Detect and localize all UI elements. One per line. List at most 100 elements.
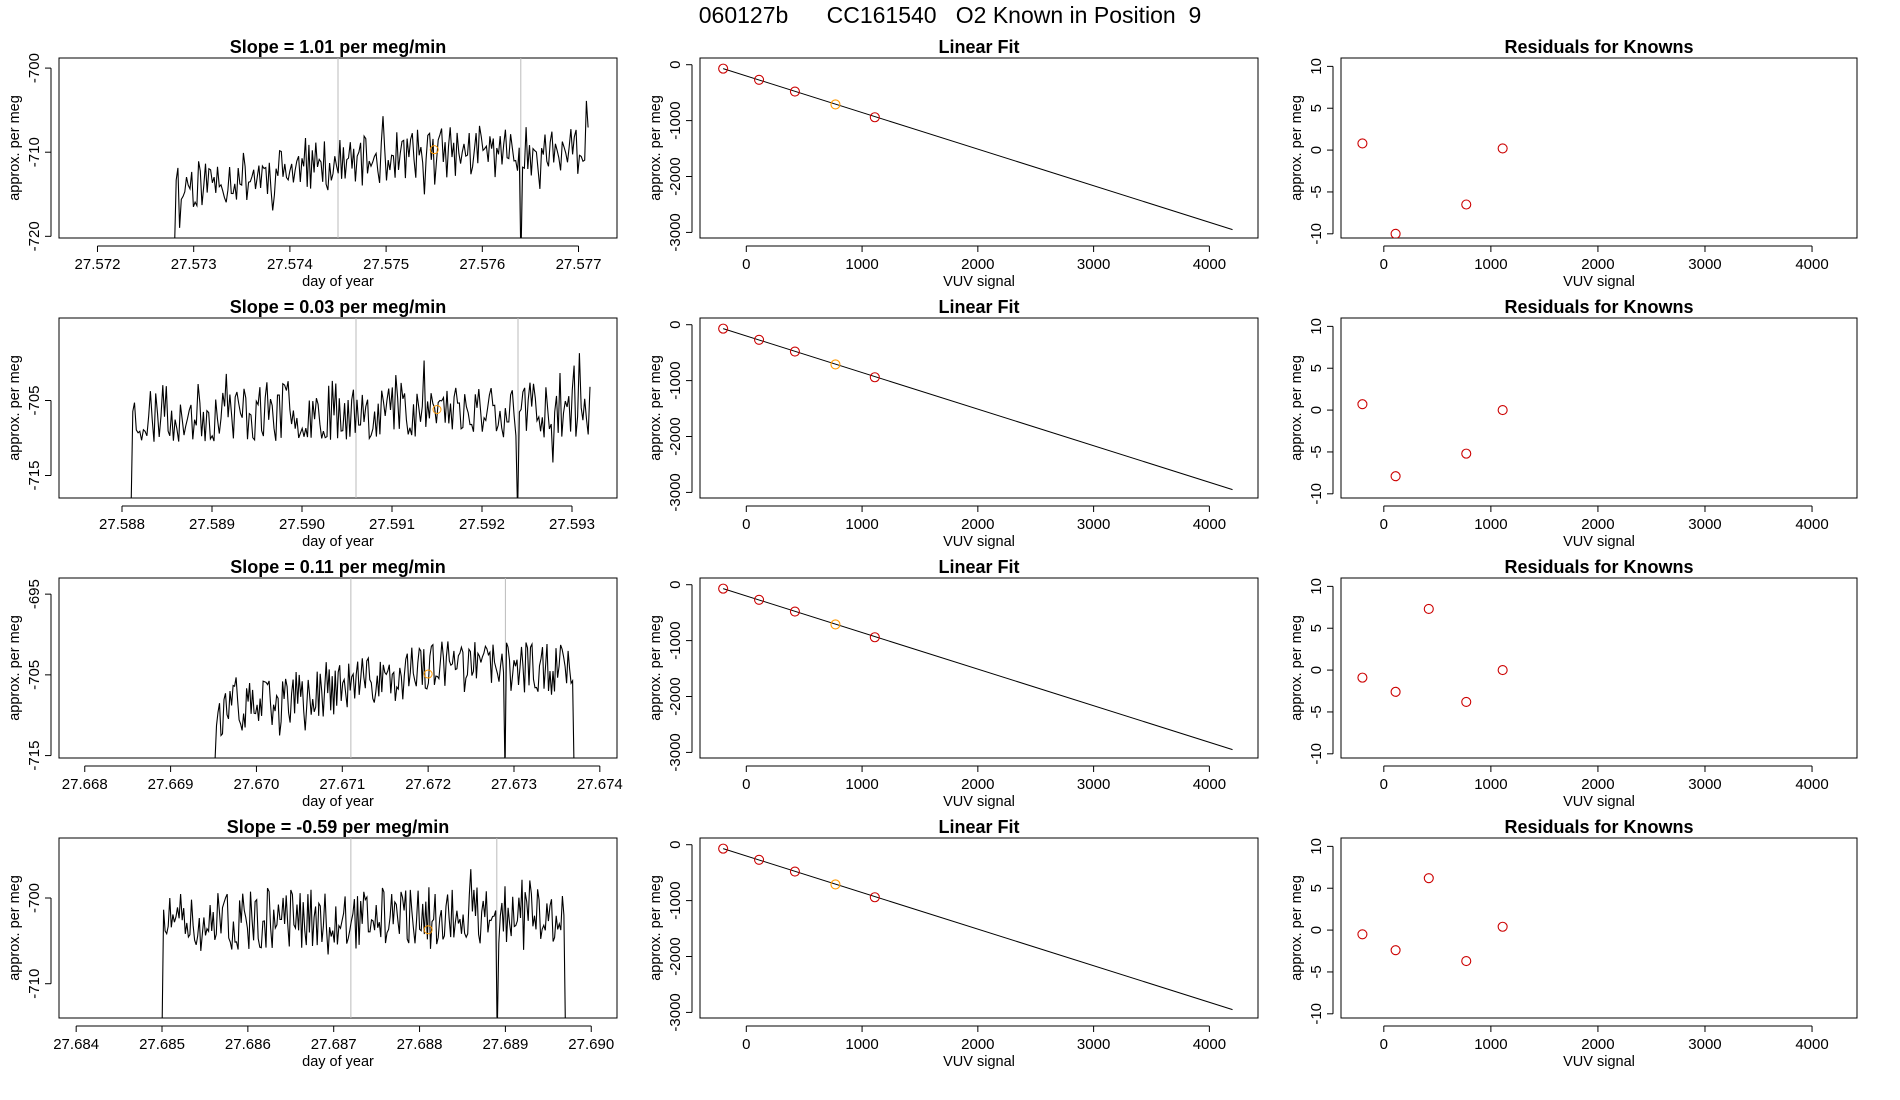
x-tick-label: 3000 [1077,1036,1110,1053]
x-tick-label: 27.687 [311,1036,357,1053]
y-tick-label: 0 [1308,926,1325,934]
x-tick-label: 0 [1380,776,1388,793]
plot-area [174,58,589,238]
x-tick-label: 2000 [961,1036,994,1053]
data-point [1497,665,1508,676]
x-tick-label: 2000 [961,256,994,273]
y-axis-label: approx. per meg [648,355,664,461]
plot-frame [699,837,1259,1019]
chart-panel-2-0: Residuals for Knowns 0 1000 2000 3000 4000 VUV… [1289,37,1858,290]
data-point [830,879,841,890]
x-tick-label: 27.690 [568,1036,614,1053]
x-axis-label: VUV signal [943,274,1015,290]
y-tick-label: -10 [1308,743,1325,765]
data-point [830,619,841,630]
x-tick-label: 4000 [1795,516,1828,533]
x-tick-label: 2000 [1581,516,1614,533]
y-tick-label: 0 [667,581,684,589]
x-tick-label: 1000 [1474,1036,1507,1053]
y-tick-label: -2000 [667,937,684,975]
x-tick-label: 0 [1380,516,1388,533]
panel-title: Slope = 0.03 per meg/min [230,297,447,317]
plot-frame [1340,837,1858,1019]
data-point [869,632,880,643]
data-trace [161,869,566,1018]
x-tick-label: 3000 [1688,776,1721,793]
x-tick-label: 27.685 [139,1036,185,1053]
data-point [1390,945,1401,956]
x-tick-label: 27.671 [319,776,365,793]
x-tick-label: 0 [1380,256,1388,273]
data-trace [214,641,575,758]
plot-area [718,323,1233,491]
x-tick-label: 1000 [845,1036,878,1053]
y-tick-label: -1000 [667,101,684,139]
plot-area [718,63,1233,231]
y-tick-label: 0 [1308,406,1325,414]
y-tick-label: 0 [667,841,684,849]
data-point [1357,399,1368,410]
y-tick-label: -695 [26,579,43,609]
data-trace [130,353,591,498]
plot-area [718,583,1233,751]
x-tick-label: 4000 [1795,776,1828,793]
y-tick-label: -710 [26,137,43,167]
x-tick-label: 3000 [1688,1036,1721,1053]
y-tick-label: -720 [26,221,43,251]
y-tick-label: -3000 [667,733,684,771]
y-tick-label: -700 [26,883,43,913]
y-tick-label: 10 [1308,838,1325,855]
x-tick-label: 27.686 [225,1036,271,1053]
x-tick-label: 2000 [1581,1036,1614,1053]
panel-title: Linear Fit [938,817,1019,837]
x-tick-label: 1000 [845,256,878,273]
y-tick-label: -1000 [667,881,684,919]
data-point [1461,199,1472,210]
x-tick-label: 27.689 [482,1036,528,1053]
x-tick-label: 1000 [845,776,878,793]
data-point [869,372,880,383]
x-tick-label: 27.674 [577,776,623,793]
y-tick-label: 10 [1308,318,1325,335]
plot-area [1357,138,1508,238]
data-point [1497,921,1508,932]
y-axis-label: approx. per meg [648,95,664,201]
y-tick-label: -3000 [667,213,684,251]
x-tick-label: 1000 [1474,516,1507,533]
x-axis-label: VUV signal [1563,274,1635,290]
x-tick-label: 27.673 [491,776,537,793]
chart-panel-1-1: Linear Fit 0 1000 2000 3000 4000 VUV signal -30… [648,297,1259,550]
data-point [1461,956,1472,967]
known-marker [432,405,442,414]
x-tick-label: 3000 [1077,776,1110,793]
x-tick-label: 3000 [1077,256,1110,273]
y-tick-label: -2000 [667,677,684,715]
data-point [789,86,800,97]
plot-frame [58,577,618,759]
x-axis-label: VUV signal [1563,1054,1635,1070]
x-axis-label: day of year [302,534,374,550]
x-tick-label: 27.593 [549,516,595,533]
data-point [753,854,765,865]
plot-area [130,318,591,498]
plot-frame [1340,317,1858,499]
x-tick-label: 1000 [845,516,878,533]
data-point [1461,448,1472,459]
x-tick-label: 27.572 [75,256,121,273]
x-tick-label: 27.670 [234,776,280,793]
y-axis-label: approx. per meg [648,875,664,981]
x-axis-label: VUV signal [943,1054,1015,1070]
y-tick-label: -3000 [667,993,684,1031]
y-axis-label: approx. per meg [7,875,23,981]
y-tick-label: 0 [667,321,684,329]
plot-area [214,578,575,758]
x-tick-label: 27.574 [267,256,313,273]
plot-frame [1340,577,1858,759]
data-point [1390,686,1401,697]
x-tick-label: 27.669 [148,776,194,793]
data-point [869,892,880,903]
panel-title: Slope = -0.59 per meg/min [227,817,450,837]
y-tick-label: 0 [667,61,684,69]
y-tick-label: 0 [1308,666,1325,674]
data-point [1357,138,1368,149]
